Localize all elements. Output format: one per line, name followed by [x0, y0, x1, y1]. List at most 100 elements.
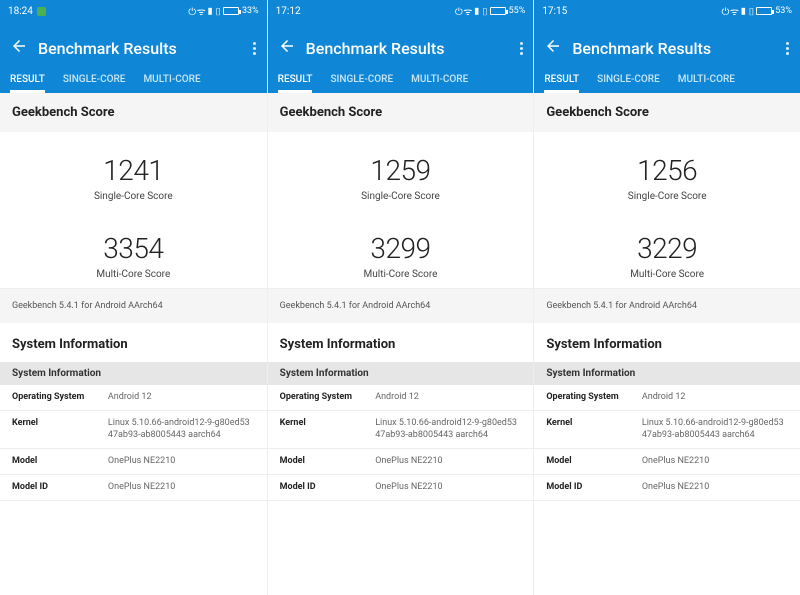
- battery-icon: [490, 7, 506, 15]
- battery-indicator: 55%: [490, 6, 526, 16]
- app-bar: Benchmark Results RESULT SINGLE-CORE MULTI-…: [534, 22, 800, 93]
- sysinfo-value: OnePlus NE2210: [108, 456, 255, 467]
- tab-multi-core[interactable]: MULTI-CORE: [411, 74, 468, 93]
- status-right: ⏻ ᯤ ▮ ▯ 55%: [455, 4, 525, 18]
- sysinfo-row: Model OnePlus NE2210: [534, 449, 800, 475]
- tab-single-core[interactable]: SINGLE-CORE: [597, 74, 660, 93]
- geekbench-version: Geekbench 5.4.1 for Android AArch64: [0, 288, 267, 323]
- geekbench-version: Geekbench 5.4.1 for Android AArch64: [268, 288, 534, 323]
- sysinfo-value: Linux 5.10.66-android12-9-g80ed5347ab93-…: [108, 418, 255, 441]
- sysinfo-key: Model: [280, 456, 370, 466]
- score-heading: Geekbench Score: [0, 93, 267, 132]
- battery-indicator: 33%: [223, 6, 259, 16]
- tab-bar: RESULT SINGLE-CORE MULTI-CORE: [278, 64, 524, 93]
- tab-single-core[interactable]: SINGLE-CORE: [330, 74, 393, 93]
- status-bar: 17:15 ⏻ ᯤ ▮ ▯ 53%: [534, 0, 800, 22]
- overflow-menu-icon[interactable]: [519, 42, 523, 55]
- sysinfo-value: Linux 5.10.66-android12-9-g80ed5347ab93-…: [375, 418, 521, 441]
- sysinfo-value: OnePlus NE2210: [375, 482, 521, 493]
- sysinfo-value: Android 12: [642, 392, 788, 403]
- sysinfo-key: Operating System: [12, 392, 102, 402]
- multi-core-score: 3354: [0, 232, 267, 265]
- battery-pct: 55%: [509, 6, 526, 16]
- multi-core-label: Multi-Core Score: [268, 269, 534, 280]
- battery-pct: 53%: [775, 6, 792, 16]
- tab-result[interactable]: RESULT: [278, 74, 313, 93]
- sysinfo-value: OnePlus NE2210: [642, 482, 788, 493]
- tab-single-core[interactable]: SINGLE-CORE: [63, 74, 126, 93]
- sysinfo-value: OnePlus NE2210: [108, 482, 255, 493]
- battery-pct: 33%: [242, 6, 259, 16]
- overflow-menu-icon[interactable]: [253, 42, 257, 55]
- multi-core-score: 3229: [534, 232, 800, 265]
- score-heading: Geekbench Score: [268, 93, 534, 132]
- status-bar: 18:24⏻ ᯤ ▮ ▯33%: [0, 0, 267, 22]
- overflow-menu-icon[interactable]: [786, 42, 790, 55]
- sysinfo-row: Model OnePlus NE2210: [0, 449, 267, 475]
- status-bar: 17:12 ⏻ ᯤ ▮ ▯ 55%: [268, 0, 534, 22]
- sysinfo-row: Model ID OnePlus NE2210: [0, 475, 267, 501]
- notification-icon: [37, 7, 46, 16]
- status-left: 17:12: [276, 6, 301, 17]
- sysinfo-heading: System Information: [0, 323, 267, 362]
- battery-icon: [223, 7, 239, 15]
- battery-indicator: 53%: [756, 6, 792, 16]
- sysinfo-key: Model ID: [280, 482, 370, 492]
- tab-multi-core[interactable]: MULTI-CORE: [678, 74, 735, 93]
- back-arrow-icon[interactable]: [544, 37, 562, 59]
- app-title: Benchmark Results: [572, 39, 776, 58]
- single-core-score: 1241: [0, 154, 267, 187]
- status-time: 17:12: [276, 6, 301, 17]
- sysinfo-row: Model ID OnePlus NE2210: [534, 475, 800, 501]
- sysinfo-value: OnePlus NE2210: [642, 456, 788, 467]
- sysinfo-key: Model: [12, 456, 102, 466]
- sysinfo-heading: System Information: [534, 323, 800, 362]
- sysinfo-row: Operating System Android 12: [268, 385, 534, 411]
- tab-result[interactable]: RESULT: [10, 74, 45, 93]
- sysinfo-row: ModelOnePlus NE2210: [268, 449, 534, 475]
- phone-panel: 18:24⏻ ᯤ ▮ ▯33% Benchmark Results RESULT SI…: [0, 0, 267, 595]
- sysinfo-subhead: System Information: [534, 362, 800, 385]
- multi-core-score: 3299: [268, 232, 534, 265]
- score-heading: Geekbench Score: [534, 93, 800, 132]
- app-bar: Benchmark Results RESULT SINGLE-CORE MULTI-…: [0, 22, 267, 93]
- tab-result[interactable]: RESULT: [544, 74, 579, 93]
- sysinfo-value: Android 12: [375, 392, 521, 403]
- app-title: Benchmark Results: [306, 39, 510, 58]
- single-core-block: 1241Single-Core Score: [0, 132, 267, 210]
- back-arrow-icon[interactable]: [10, 37, 28, 59]
- sysinfo-row: KernelLinux 5.10.66-android12-9-g80ed534…: [534, 411, 800, 449]
- multi-core-block: 3229Multi-Core Score: [534, 210, 800, 288]
- sysinfo-subhead: System Information: [268, 362, 534, 385]
- geekbench-version: Geekbench 5.4.1 for Android AArch64: [534, 288, 800, 323]
- sysinfo-heading: System Information: [268, 323, 534, 362]
- app-bar: Benchmark Results RESULT SINGLE-CORE MULTI-…: [268, 22, 534, 93]
- phone-panel: 17:15 ⏻ ᯤ ▮ ▯ 53% Benchmark Results RESULT SI…: [533, 0, 800, 595]
- single-core-block: 1256Single-Core Score: [534, 132, 800, 210]
- signal-icons: ⏻ ᯤ ▮ ▯: [455, 4, 488, 18]
- tab-bar: RESULT SINGLE-CORE MULTI-CORE: [10, 64, 257, 93]
- sysinfo-key: Model ID: [12, 482, 102, 492]
- sysinfo-key: Model ID: [546, 482, 636, 492]
- sysinfo-subhead: System Information: [0, 362, 267, 385]
- single-core-score: 1259: [268, 154, 534, 187]
- sysinfo-row: Model ID OnePlus NE2210: [268, 475, 534, 501]
- signal-icons: ⏻ ᯤ ▮ ▯: [722, 4, 755, 18]
- single-core-score: 1256: [534, 154, 800, 187]
- status-right: ⏻ ᯤ ▮ ▯ 53%: [722, 4, 792, 18]
- sysinfo-row: Kernel Linux 5.10.66-android12-9-g80ed534…: [0, 411, 267, 449]
- tab-bar: RESULT SINGLE-CORE MULTI-CORE: [544, 64, 790, 93]
- status-left: 17:15: [542, 6, 567, 17]
- single-core-label: Single-Core Score: [268, 191, 534, 202]
- sysinfo-key: Model: [546, 456, 636, 466]
- back-arrow-icon[interactable]: [278, 37, 296, 59]
- status-time: 18:24: [8, 6, 33, 17]
- sysinfo-key: Kernel: [12, 418, 102, 428]
- app-title: Benchmark Results: [38, 39, 243, 58]
- single-core-block: 1259 Single-Core Score: [268, 132, 534, 210]
- sysinfo-value: Android 12: [108, 392, 255, 403]
- sysinfo-key: Operating System: [280, 392, 370, 402]
- battery-icon: [756, 7, 772, 15]
- tab-multi-core[interactable]: MULTI-CORE: [143, 74, 200, 93]
- sysinfo-key: Kernel: [280, 418, 370, 428]
